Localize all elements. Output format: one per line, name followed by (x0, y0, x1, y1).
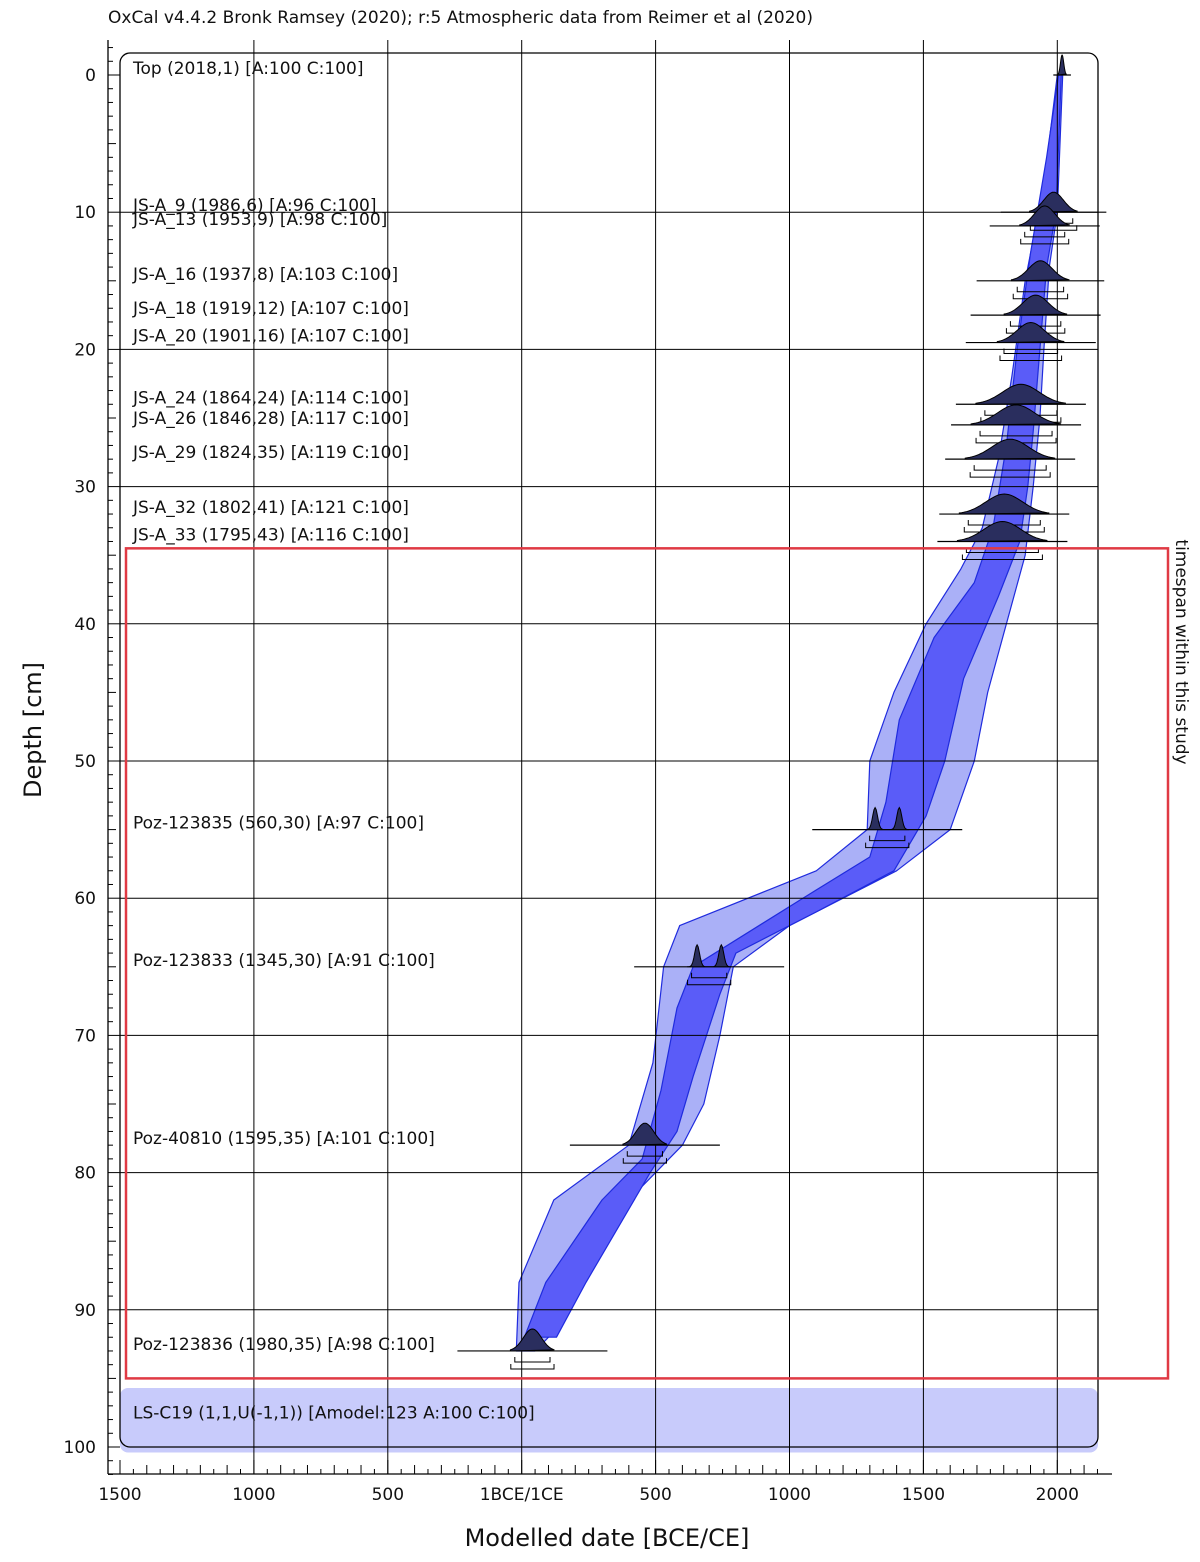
y-tick-label: 70 (74, 1026, 96, 1046)
boundary-band (120, 1388, 1098, 1453)
distribution-curve (964, 438, 1056, 460)
y-tick-label: 50 (74, 752, 96, 772)
range-bracket-95 (999, 355, 1063, 362)
sample-label: JS-A_16 (1937,8) [A:103 C:100] (132, 265, 398, 285)
sample-label: JS-A_33 (1795,43) [A:116 C:100] (132, 525, 409, 545)
range-bracket-68 (979, 430, 1053, 437)
sample-label: Poz-123833 (1345,30) [A:91 C:100] (133, 951, 435, 971)
x-tick-label: 1BCE/1CE (480, 1485, 564, 1505)
range-bracket-68 (869, 835, 906, 842)
sample-label: JS-A_9 (1986,6) [A:96 C:100] (132, 196, 376, 216)
range-bracket-68 (1003, 348, 1059, 355)
distribution-layer (457, 54, 1107, 1370)
y-tick-label: 30 (74, 478, 96, 498)
distribution-curve (975, 383, 1066, 405)
y-tick-label: 100 (64, 1438, 96, 1458)
distribution-curve (1057, 54, 1067, 76)
x-tick-label: 500 (372, 1485, 404, 1505)
sample-label: LS-C19 (1,1,U(-1,1)) [Amodel:123 A:100 C… (133, 1404, 535, 1424)
x-tick-label: 1000 (232, 1485, 275, 1505)
distribution-curve (958, 493, 1050, 515)
y-tick-label: 0 (85, 66, 96, 86)
sample-label: JS-A_26 (1846,28) [A:117 C:100] (132, 409, 409, 429)
study-timespan-box (124, 547, 1170, 1380)
distribution-curve (1010, 260, 1070, 282)
y-tick-label: 20 (74, 340, 96, 360)
range-bracket-68 (1016, 286, 1065, 293)
sample-label: JS-A_24 (1864,24) [A:114 C:100] (132, 388, 409, 408)
range-bracket-95 (1029, 225, 1078, 231)
y-tick-label: 90 (74, 1301, 96, 1321)
axes-layer: 0 10 20 30 40 50 60 70 80 90 100 1500 1000 500 1BCE/1C… (64, 40, 1112, 1505)
y-tick-label: 10 (74, 203, 96, 223)
range-bracket-68 (973, 465, 1047, 471)
sample-label-layer: Top (2018,1) [A:100 C:100] JS-A_9 (1986,6… (132, 59, 535, 1424)
sample-label: Poz-123836 (1980,35) [A:98 C:100] (133, 1335, 435, 1355)
distribution-curve (865, 806, 910, 831)
sample-label: JS-A_20 (1901,16) [A:107 C:100] (132, 327, 409, 347)
range-bracket-95 (687, 979, 732, 986)
x-axis-title: Modelled date [BCE/CE] (464, 1524, 750, 1552)
x-tick-label: 1500 (98, 1485, 141, 1505)
range-bracket-68 (691, 972, 728, 979)
plot-frame (119, 52, 1099, 1448)
grid-layer (120, 40, 1098, 1474)
range-bracket-95 (865, 842, 910, 849)
range-bracket-95 (969, 472, 1051, 478)
sample-label: Poz-123835 (560,30) [A:97 C:100] (133, 814, 424, 834)
distribution-curve (970, 404, 1062, 426)
y-tick-label: 60 (74, 889, 96, 909)
sample-label: JS-A_32 (1802,41) [A:121 C:100] (132, 498, 409, 518)
range-bracket-95 (961, 554, 1043, 560)
sample-label: JS-A_29 (1824,35) [A:119 C:100] (132, 443, 409, 463)
sample-label: Top (2018,1) [A:100 C:100] (132, 59, 363, 79)
distribution-curve (996, 321, 1065, 344)
sample-label: JS-A_18 (1919,12) [A:107 C:100] (132, 299, 409, 319)
x-tick-label: 1000 (768, 1485, 811, 1505)
range-bracket-95 (622, 1158, 667, 1164)
range-bracket-68 (965, 547, 1039, 553)
x-tick-label: 500 (639, 1485, 671, 1505)
chart-header: OxCal v4.4.2 Bronk Ramsey (2020); r:5 At… (108, 8, 813, 28)
range-bracket-68 (626, 1151, 663, 1157)
sample-label: Poz-40810 (1595,35) [A:101 C:100] (133, 1129, 435, 1149)
highlight-layer (124, 547, 1170, 1380)
distribution-curve (1019, 205, 1070, 227)
distribution-curve (509, 1328, 555, 1352)
distribution-curve (956, 520, 1048, 542)
range-bracket-68 (1024, 231, 1066, 238)
range-bracket-68 (514, 1356, 551, 1363)
y-tick-label: 80 (74, 1164, 96, 1184)
range-bracket-95 (510, 1363, 555, 1370)
range-bracket-95 (1020, 238, 1070, 245)
y-tick-label: 40 (74, 615, 96, 635)
boundary-band-layer (120, 1388, 1098, 1453)
distribution-curve (687, 943, 732, 968)
distribution-curve (1003, 294, 1068, 316)
x-tick-label: 2000 (1036, 1485, 1079, 1505)
x-tick-label: 1500 (902, 1485, 945, 1505)
distribution-curve (1029, 191, 1078, 213)
sample-label: JS-A_13 (1953,9) [A:98 C:100] (132, 210, 387, 230)
distribution-curve (622, 1122, 668, 1146)
